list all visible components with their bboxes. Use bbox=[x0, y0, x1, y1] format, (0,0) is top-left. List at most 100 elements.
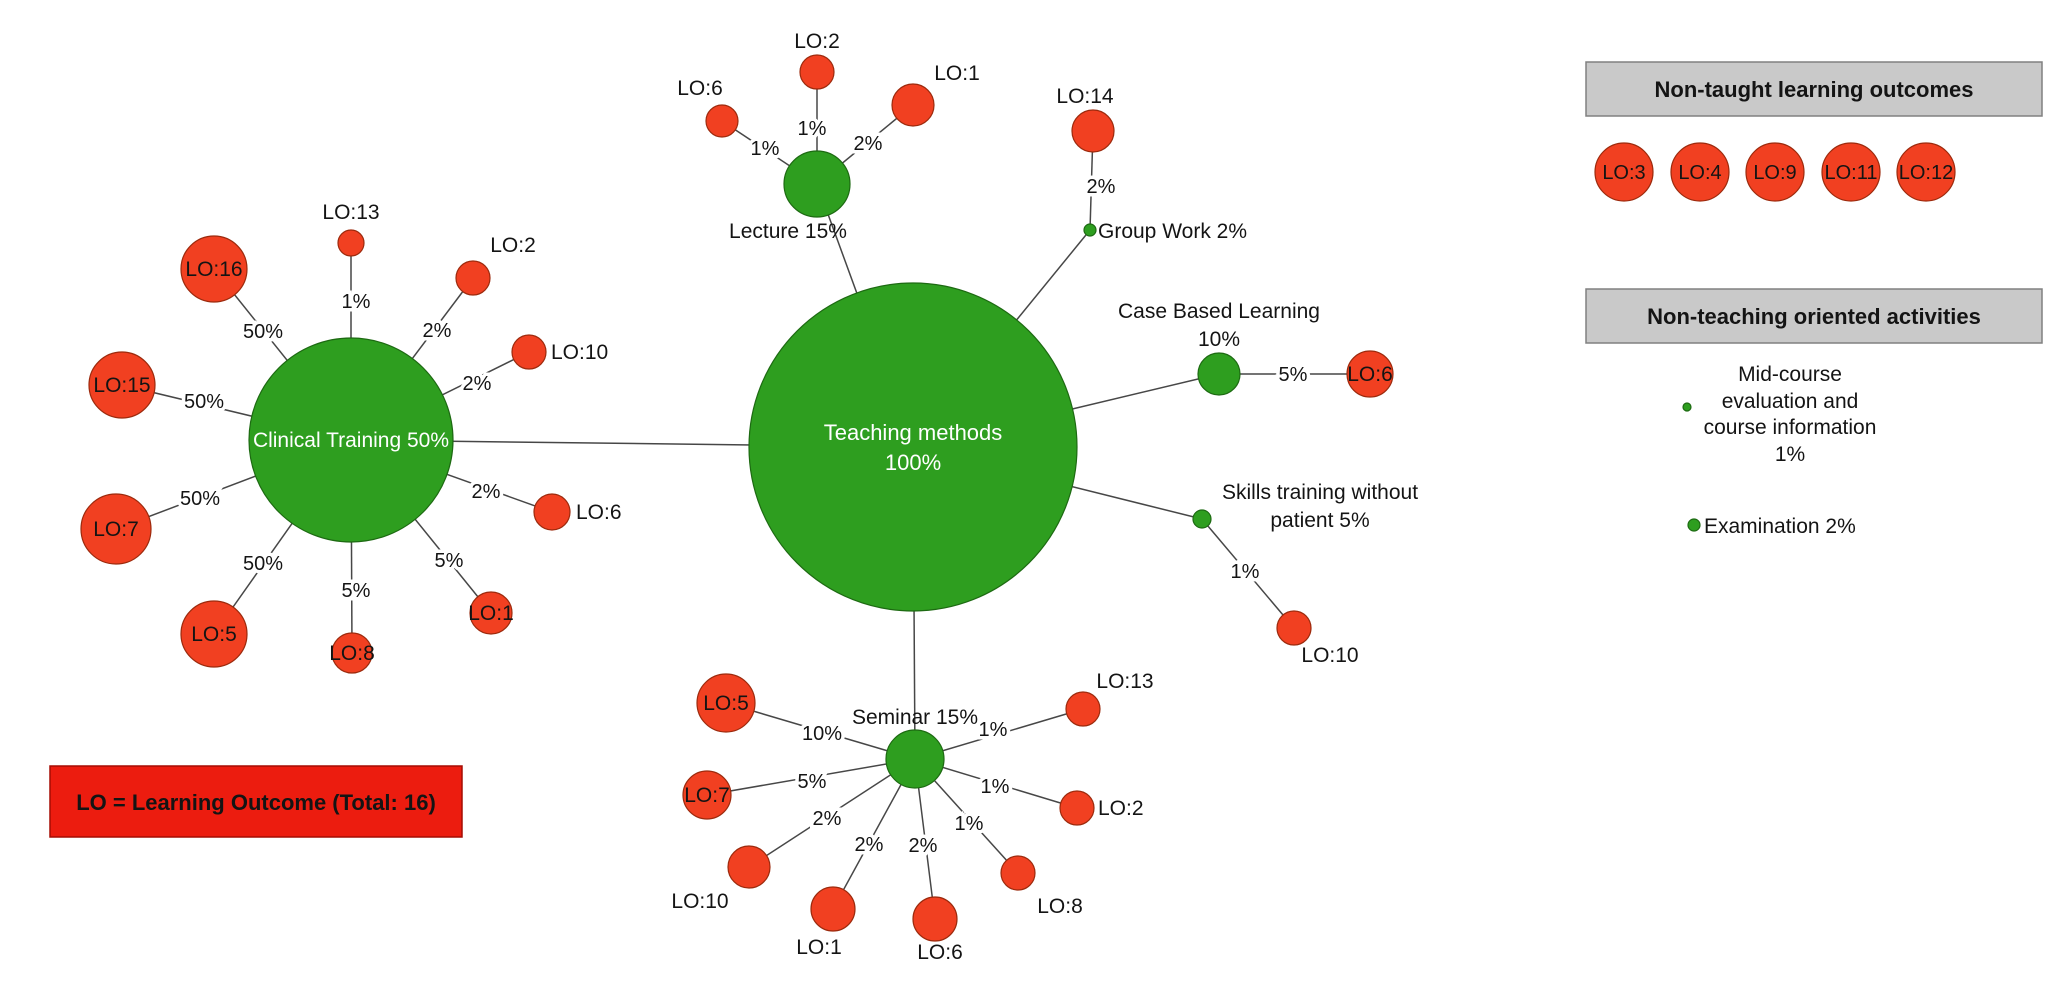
non-teaching-header-box bbox=[1585, 288, 2043, 344]
label-non-taught-lo12: LO:12 bbox=[1899, 162, 1953, 184]
pct-seminar-lo2: 1% bbox=[981, 776, 1010, 798]
node-lecture-lo6 bbox=[705, 104, 739, 138]
edge-skills-lo10 bbox=[1201, 518, 1295, 629]
label-skills-line1: Skills training without bbox=[1222, 481, 1418, 504]
label-clinical-lo1: LO:1 bbox=[468, 602, 514, 625]
node-group-work-lo14 bbox=[1071, 109, 1115, 153]
node-seminar-lo7 bbox=[682, 770, 732, 820]
node-group-work bbox=[1083, 223, 1097, 237]
label-skills-line2: patient 5% bbox=[1270, 509, 1369, 532]
label-mid-course-line3: course information bbox=[1704, 416, 1877, 439]
node-clinical-lo5 bbox=[180, 600, 248, 668]
node-case-based-lo6 bbox=[1346, 350, 1394, 398]
node-clinical-training bbox=[248, 337, 454, 543]
label-clinical-lo7: LO:7 bbox=[93, 518, 139, 541]
label-non-taught-lo4: LO:4 bbox=[1678, 162, 1721, 184]
edge-seminar-lo7 bbox=[706, 758, 916, 796]
node-clinical-lo1 bbox=[469, 591, 513, 635]
label-group-work: Group Work 2% bbox=[1098, 220, 1247, 243]
header-non-teaching: Non-teaching oriented activities bbox=[1647, 304, 1981, 329]
node-lecture bbox=[783, 150, 851, 218]
label-case-based-line1: Case Based Learning bbox=[1118, 300, 1320, 323]
label-clinical-lo8: LO:8 bbox=[329, 642, 375, 665]
node-non-taught-lo4 bbox=[1670, 142, 1730, 202]
node-clinical-lo6 bbox=[533, 493, 571, 531]
label-clinical-training: Clinical Training 50% bbox=[253, 429, 449, 452]
node-non-taught-lo9 bbox=[1745, 142, 1805, 202]
label-seminar: Seminar 15% bbox=[852, 706, 978, 729]
node-seminar-lo6 bbox=[912, 896, 958, 942]
node-clinical-lo7 bbox=[80, 493, 152, 565]
node-seminar-lo2 bbox=[1059, 790, 1095, 826]
node-seminar-lo8 bbox=[1000, 855, 1036, 891]
pct-clinical-lo5: 50% bbox=[243, 553, 283, 575]
node-non-taught-lo12 bbox=[1896, 142, 1956, 202]
pct-clinical-lo13: 1% bbox=[342, 291, 371, 313]
node-mid-course-dot bbox=[1682, 402, 1692, 412]
label-lo-legend: LO = Learning Outcome (Total: 16) bbox=[76, 790, 436, 815]
label-teaching-methods-line1: Teaching methods bbox=[824, 420, 1003, 445]
label-clinical-lo6: LO:6 bbox=[576, 501, 622, 524]
pct-lecture-lo6: 1% bbox=[751, 138, 780, 160]
node-non-taught-lo3 bbox=[1594, 142, 1654, 202]
node-clinical-lo13 bbox=[337, 229, 365, 257]
node-lecture-lo2 bbox=[799, 54, 835, 90]
label-seminar-lo8: LO:8 bbox=[1037, 895, 1083, 918]
label-examination: Examination 2% bbox=[1704, 515, 1856, 538]
pct-seminar-lo10: 2% bbox=[813, 808, 842, 830]
pct-case-based-lo6: 5% bbox=[1279, 364, 1308, 386]
label-clinical-lo5: LO:5 bbox=[191, 623, 237, 646]
node-lecture-lo1 bbox=[891, 83, 935, 127]
edge-seminar-lo10 bbox=[748, 758, 916, 868]
label-non-taught-lo9: LO:9 bbox=[1753, 162, 1796, 184]
pct-seminar-lo8: 1% bbox=[955, 813, 984, 835]
label-clinical-lo15: LO:15 bbox=[93, 374, 150, 397]
pct-lecture-lo2: 1% bbox=[798, 118, 827, 140]
label-seminar-lo10: LO:10 bbox=[671, 890, 728, 913]
pct-clinical-lo1: 5% bbox=[435, 550, 464, 572]
lo-legend-box bbox=[49, 765, 463, 838]
pct-clinical-lo2: 2% bbox=[423, 320, 452, 342]
label-lecture-lo6: LO:6 bbox=[677, 77, 723, 100]
node-seminar-lo5 bbox=[696, 673, 756, 733]
pct-lecture-lo1: 2% bbox=[854, 133, 883, 155]
node-seminar-lo1 bbox=[810, 886, 856, 932]
pct-seminar-lo13: 1% bbox=[979, 719, 1008, 741]
label-teaching-methods-line2: 100% bbox=[885, 450, 941, 475]
label-seminar-lo1: LO:1 bbox=[796, 936, 842, 959]
node-seminar bbox=[885, 729, 945, 789]
label-seminar-lo6: LO:6 bbox=[917, 941, 963, 964]
label-clinical-lo13: LO:13 bbox=[322, 201, 379, 224]
header-non-taught: Non-taught learning outcomes bbox=[1655, 77, 1974, 102]
node-seminar-lo10 bbox=[727, 845, 771, 889]
pct-clinical-lo15: 50% bbox=[184, 391, 224, 413]
label-mid-course-line4: 1% bbox=[1775, 443, 1805, 466]
pct-seminar-lo6: 2% bbox=[909, 835, 938, 857]
node-clinical-lo16 bbox=[180, 235, 248, 303]
label-clinical-lo2: LO:2 bbox=[490, 234, 536, 257]
node-clinical-lo8 bbox=[331, 632, 373, 674]
pct-seminar-lo7: 5% bbox=[798, 771, 827, 793]
label-non-taught-lo3: LO:3 bbox=[1602, 162, 1645, 184]
pct-skills-lo10: 1% bbox=[1231, 561, 1260, 583]
label-clinical-lo10: LO:10 bbox=[551, 341, 608, 364]
label-mid-course-line1: Mid-course bbox=[1738, 363, 1842, 386]
label-seminar-lo5: LO:5 bbox=[703, 692, 749, 715]
node-case-based-learning bbox=[1197, 352, 1241, 396]
pct-clinical-lo8: 5% bbox=[342, 580, 371, 602]
pct-group-work-lo14: 2% bbox=[1087, 176, 1116, 198]
edge-seminar-lo5 bbox=[725, 702, 916, 760]
label-clinical-lo16: LO:16 bbox=[185, 258, 242, 281]
pct-clinical-lo6: 2% bbox=[472, 481, 501, 503]
pct-seminar-lo1: 2% bbox=[855, 834, 884, 856]
label-case-based-lo6: LO:6 bbox=[1347, 363, 1393, 386]
label-lecture-lo1: LO:1 bbox=[934, 62, 980, 85]
pct-clinical-lo16: 50% bbox=[243, 321, 283, 343]
label-case-based-line2: 10% bbox=[1198, 328, 1240, 351]
node-clinical-lo2 bbox=[455, 260, 491, 296]
label-seminar-lo7: LO:7 bbox=[684, 784, 730, 807]
pct-seminar-lo5: 10% bbox=[802, 723, 842, 745]
node-examination-dot bbox=[1687, 518, 1701, 532]
